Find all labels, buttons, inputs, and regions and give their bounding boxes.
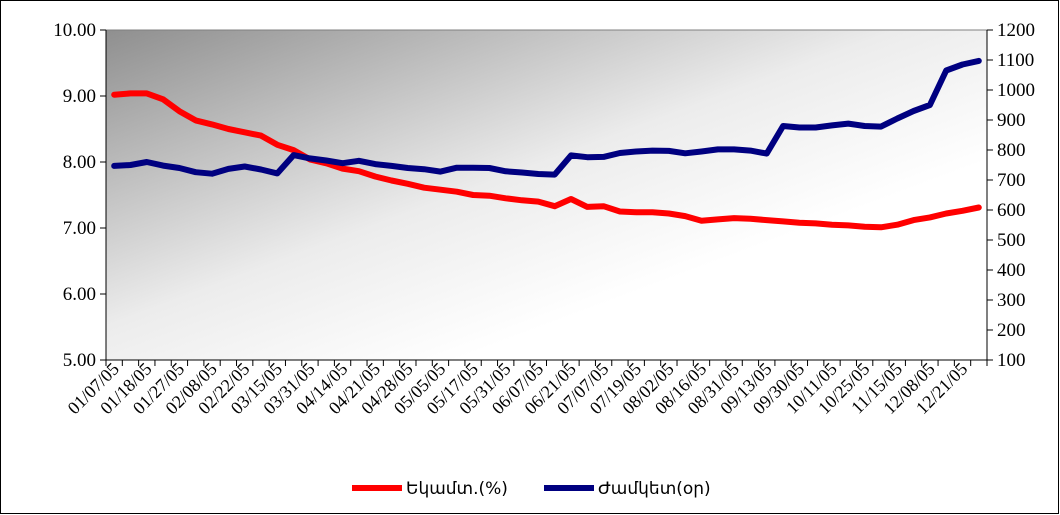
y-right-tick-label: 600 (997, 200, 1026, 221)
y-left-tick-label: 5.00 (63, 350, 96, 371)
y-right-tick-label: 300 (997, 290, 1026, 311)
y-left-tick-label: 8.00 (63, 152, 96, 173)
y-left-tick-label: 6.00 (63, 284, 96, 305)
y-right-tick-label: 100 (997, 350, 1026, 371)
legend-label-2: Ժամկետ(օր) (598, 479, 711, 499)
plot-area (105, 29, 988, 361)
series-line-2 (111, 57, 982, 178)
y-right-tick-label: 1000 (997, 80, 1035, 101)
y-left-tick-label: 10.00 (53, 20, 96, 41)
y-right-tick-label: 800 (997, 140, 1026, 161)
y-right-tick-label: 900 (997, 110, 1026, 131)
y-right-tick-label: 200 (997, 320, 1026, 341)
y-left-tick-label: 7.00 (63, 218, 96, 239)
legend-label-1: Եկամտ.(%) (406, 479, 508, 499)
y-right-tick-label: 700 (997, 170, 1026, 191)
series-line-1 (111, 90, 982, 231)
y-left-tick-label: 9.00 (63, 86, 96, 107)
y-right-tick-label: 400 (997, 260, 1026, 281)
y-right-tick-label: 1200 (997, 20, 1035, 41)
y-right-tick-label: 500 (997, 230, 1026, 251)
y-right-tick-label: 1100 (997, 50, 1034, 71)
